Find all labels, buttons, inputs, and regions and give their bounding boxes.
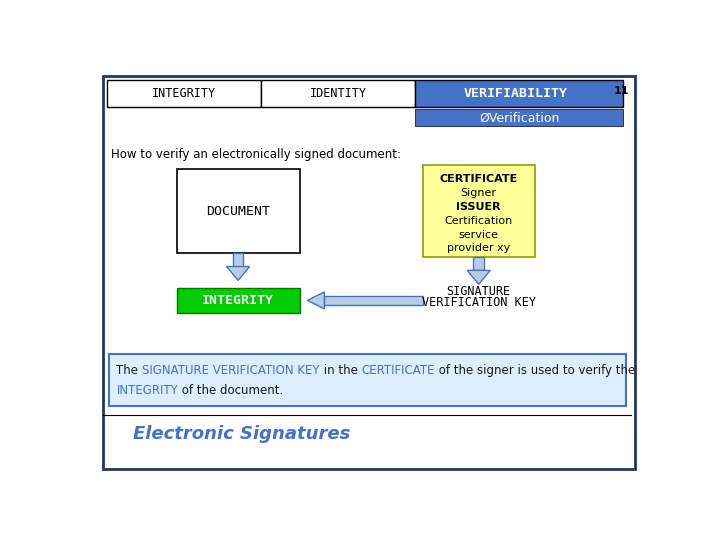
Text: 11: 11	[613, 86, 629, 96]
Text: CERTIFICATE: CERTIFICATE	[361, 364, 435, 377]
Text: SIGNATURE: SIGNATURE	[446, 286, 510, 299]
Text: SIGNATURE VERIFICATION KEY: SIGNATURE VERIFICATION KEY	[142, 364, 320, 377]
Bar	[324, 296, 423, 305]
Bar	[423, 165, 534, 257]
Text: of the signer is used to verify the: of the signer is used to verify the	[435, 364, 635, 377]
Text: in the: in the	[320, 364, 361, 377]
Text: VERIFIABILITY: VERIFIABILITY	[463, 87, 567, 100]
Text: ØVerification: ØVerification	[479, 111, 559, 124]
Polygon shape	[467, 271, 490, 284]
Text: IDENTITY: IDENTITY	[310, 87, 366, 100]
Text: Electronic Signatures: Electronic Signatures	[133, 426, 351, 443]
Text: provider xy: provider xy	[447, 244, 510, 253]
Bar	[473, 257, 484, 271]
Bar	[107, 80, 261, 107]
Polygon shape	[227, 267, 250, 280]
Text: service: service	[459, 230, 499, 240]
Text: of the document.: of the document.	[178, 384, 284, 397]
Text: ISSUER: ISSUER	[456, 202, 501, 212]
Bar	[415, 80, 623, 107]
Bar	[176, 288, 300, 313]
Bar	[233, 253, 243, 267]
Bar	[415, 110, 623, 126]
Text: VERIFICATION KEY: VERIFICATION KEY	[422, 296, 536, 309]
Text: How to verify an electronically signed document:: How to verify an electronically signed d…	[111, 148, 401, 161]
Text: INTEGRITY: INTEGRITY	[202, 294, 274, 307]
Text: The: The	[117, 364, 142, 377]
Bar	[176, 168, 300, 253]
Polygon shape	[307, 292, 324, 309]
Text: Signer: Signer	[461, 188, 497, 198]
Bar	[261, 80, 415, 107]
Text: DOCUMENT: DOCUMENT	[206, 205, 270, 218]
Text: INTEGRITY: INTEGRITY	[152, 87, 216, 100]
Text: INTEGRITY: INTEGRITY	[117, 384, 178, 397]
Text: CERTIFICATE: CERTIFICATE	[440, 174, 518, 184]
Bar	[109, 354, 626, 406]
Text: Certification: Certification	[445, 215, 513, 226]
